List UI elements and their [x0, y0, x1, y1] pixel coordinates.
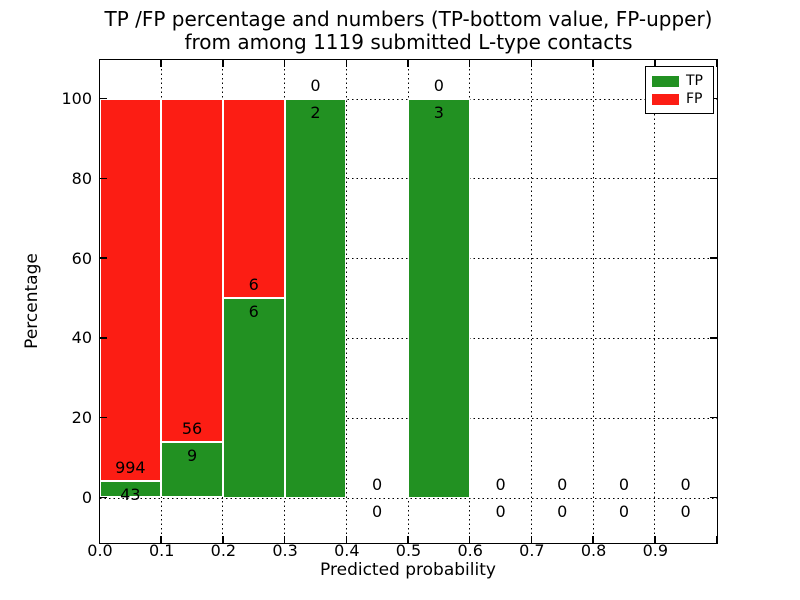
chart-title: TP /FP percentage and numbers (TP-bottom… [100, 8, 717, 54]
x-axis-label: Predicted probability [320, 560, 496, 580]
vertical-gridline [654, 59, 656, 543]
x-tick-label: 0.1 [148, 541, 175, 560]
bar-segment-fp [222, 98, 285, 298]
tp-count-label: 0 [495, 501, 506, 521]
x-tick-mark [283, 59, 286, 67]
y-tick-label: 0 [81, 488, 92, 507]
x-tick-mark [222, 59, 224, 67]
plot-area: 994 43 56 9 6 6 0 2 0 0 0 3 0 0 0 0 0 0 0 0 [98, 58, 718, 544]
bar-segment-fp [161, 98, 223, 443]
x-tick-mark [530, 535, 533, 543]
horizontal-gridline [99, 497, 717, 499]
bar-segment-tp [222, 298, 285, 498]
fp-count-label: 0 [310, 75, 321, 95]
tp-color-swatch [652, 75, 679, 87]
x-tick-label: 0.7 [519, 541, 545, 560]
y-tick-mark [99, 496, 107, 499]
x-tick-mark [654, 535, 656, 543]
x-tick-mark [592, 535, 594, 543]
tp-count-label: 2 [310, 102, 321, 122]
x-tick-label: 0.4 [334, 541, 360, 560]
y-tick-label: 60 [71, 248, 92, 268]
fp-count-label: 994 [115, 457, 146, 477]
fp-count-label: 0 [433, 75, 444, 95]
x-tick-mark [530, 59, 533, 67]
x-tick-mark [222, 535, 224, 543]
fp-count-label: 0 [495, 474, 506, 494]
legend-item-label: TP [686, 73, 703, 89]
tp-count-label: 0 [618, 501, 630, 521]
fp-color-swatch [652, 93, 679, 105]
bar-segment-tp [408, 98, 470, 498]
bar-segment-fp [99, 98, 162, 481]
y-tick-label: 40 [71, 328, 92, 348]
chart-title-line2: from among 1119 submitted L-type contact… [184, 30, 633, 54]
x-tick-label: 0.9 [642, 541, 669, 560]
y-tick-mark [99, 177, 107, 180]
y-tick-mark [99, 416, 107, 419]
legend-item: TP [652, 74, 707, 88]
bar-segment-tp [284, 98, 347, 498]
chart-title-line1: TP /FP percentage and numbers (TP-bottom… [104, 7, 713, 31]
tp-count-label: 43 [120, 484, 141, 504]
vertical-gridline [345, 59, 347, 543]
x-tick-mark [407, 535, 409, 543]
vertical-gridline [592, 59, 594, 543]
x-tick-mark [468, 59, 471, 67]
tp-count-label: 0 [680, 501, 691, 521]
vertical-gridline [530, 59, 532, 543]
x-tick-mark [592, 59, 594, 67]
y-tick-label: 80 [71, 168, 92, 188]
y-tick-mark [709, 416, 717, 419]
x-tick-mark [345, 59, 348, 67]
x-tick-mark [715, 535, 718, 543]
vertical-gridline [469, 59, 471, 543]
fp-count-label: 0 [680, 474, 691, 494]
y-tick-mark [99, 337, 107, 339]
y-tick-mark [709, 337, 717, 339]
y-tick-mark [709, 496, 717, 499]
y-tick-label: 100 [61, 89, 92, 108]
fp-count-label: 56 [181, 419, 203, 439]
x-tick-mark [715, 59, 718, 67]
bar-segment-tp [161, 442, 223, 498]
tp-count-label: 0 [557, 501, 568, 521]
x-tick-mark [654, 59, 656, 67]
y-tick-mark [99, 257, 107, 259]
legend: TP FP [645, 66, 714, 114]
x-tick-mark [160, 59, 162, 67]
tp-count-label: 6 [248, 302, 259, 321]
tp-count-label: 0 [372, 501, 383, 521]
fp-count-label: 6 [248, 275, 259, 294]
x-tick-label: 0.8 [580, 541, 607, 560]
bar-segment-tp [99, 480, 162, 498]
y-tick-mark [99, 97, 107, 100]
fp-count-label: 0 [618, 474, 630, 494]
y-tick-label: 20 [71, 408, 92, 428]
x-tick-mark [98, 59, 101, 67]
legend-item-label: FP [686, 91, 703, 107]
x-tick-mark [345, 535, 348, 543]
y-tick-mark [709, 177, 717, 180]
x-tick-label: 0.2 [210, 541, 237, 560]
x-tick-label: 0.6 [457, 541, 483, 560]
tp-count-label: 9 [186, 446, 198, 466]
x-tick-mark [407, 59, 409, 67]
tp-count-label: 3 [433, 102, 444, 122]
fp-count-label: 0 [557, 474, 568, 494]
x-tick-label: 0.5 [395, 541, 422, 560]
x-tick-label: 0.3 [272, 541, 298, 560]
x-tick-mark [98, 535, 101, 543]
y-axis-label: Percentage [22, 253, 42, 349]
x-tick-mark [283, 535, 286, 543]
legend-item: FP [652, 92, 707, 106]
fp-count-label: 0 [372, 474, 383, 494]
x-tick-mark [160, 535, 162, 543]
x-tick-label: 0.0 [87, 541, 113, 560]
y-tick-mark [709, 257, 717, 259]
x-tick-mark [468, 535, 471, 543]
